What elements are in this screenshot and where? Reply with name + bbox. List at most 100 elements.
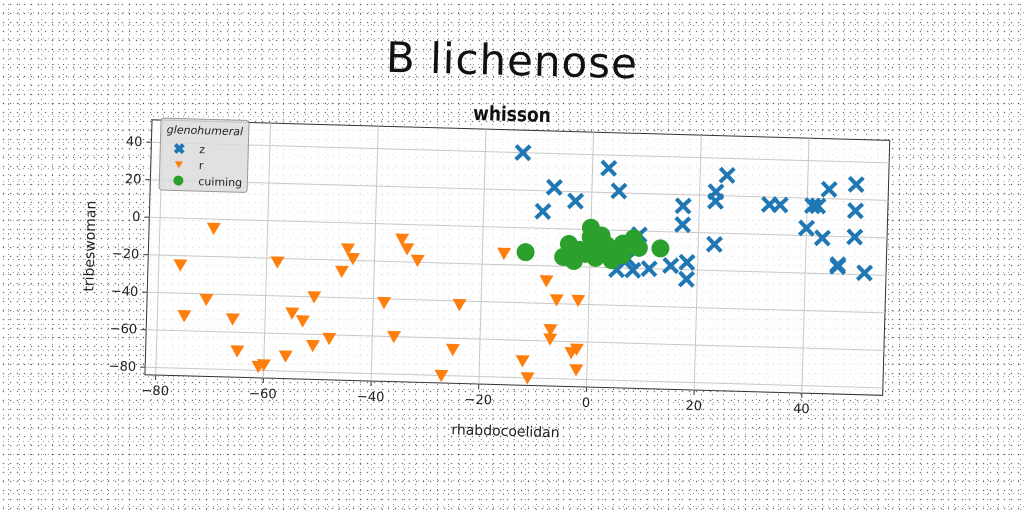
x-axis-label: rhabdocoelidan [451,422,560,441]
y-gridline [147,291,885,314]
data-point-r [543,323,558,337]
legend-label: cuiming [198,175,242,189]
data-point-z [718,166,736,184]
data-point-r [307,291,322,304]
y-tick-label: −20 [112,247,140,263]
data-point-z [771,196,789,214]
y-gridline [149,216,888,239]
x-tick-label: 20 [685,399,702,414]
data-point-z [855,264,874,282]
x-tick-label: −20 [464,393,492,409]
x-gridline [370,126,379,382]
data-point-r [445,343,460,357]
data-point-r [387,330,402,344]
data-point-r [571,294,586,308]
x-tick-label: −60 [249,387,277,403]
data-point-z [600,159,618,177]
y-gridline [148,254,887,276]
plot-area [144,119,891,396]
legend-label: z [199,143,205,156]
data-point-r [520,372,535,385]
data-point-r [278,350,293,363]
data-point-z [545,178,563,196]
data-point-z [674,216,692,234]
data-point-r [295,315,310,328]
x-gridline [262,123,272,379]
y-gridline [150,179,889,201]
x-tick-label: 40 [793,402,810,417]
x-gridline [801,138,810,394]
y-tick-label: 20 [125,172,142,187]
data-point-r [340,243,355,256]
data-point-r [206,222,221,236]
legend-marker-z [173,143,185,155]
y-axis-label: tribeswoman [81,200,100,291]
data-point-r [395,233,410,246]
data-point-z [829,257,847,276]
data-point-r [199,293,214,307]
data-point-z [809,197,827,215]
data-point-r [377,296,392,310]
x-gridline [693,135,702,391]
data-point-z [662,257,680,275]
legend-marker-r [174,161,183,169]
x-tick-label: 0 [582,396,591,411]
data-point-z [803,197,822,215]
data-point-z [820,180,838,198]
legend-label: r [199,159,204,172]
data-point-r [270,256,285,269]
x-gridline [478,129,487,385]
data-point-z [640,260,658,278]
data-point-cuiming [516,243,535,262]
data-point-z [846,202,865,220]
data-point-z [678,253,696,271]
data-point-r [334,265,349,279]
data-point-z [566,192,585,210]
data-point-r [549,294,564,307]
data-point-z [846,228,864,246]
data-point-r [305,339,320,353]
data-point-r [569,343,584,356]
data-point-z [813,229,831,247]
y-gridline [145,366,883,389]
data-point-r [346,252,361,266]
y-tick-label: −80 [108,359,136,375]
data-point-z [610,182,628,200]
data-point-r [230,345,245,358]
data-point-z [674,197,692,215]
legend-marker-cuiming [173,175,184,186]
data-point-z [705,235,723,253]
y-tick-label: 0 [132,210,141,225]
x-tick-label: −80 [141,384,169,400]
data-point-z [514,144,532,162]
data-point-r [322,332,337,346]
y-gridline [146,329,884,351]
data-point-z [847,175,865,194]
data-point-r [434,369,449,383]
y-tick-label: −40 [111,284,139,300]
data-point-r [256,359,271,372]
data-point-r [497,247,512,261]
data-point-z [797,219,816,237]
y-tick-label: −60 [110,322,138,338]
data-point-r [543,333,558,346]
data-point-r [539,275,554,288]
data-point-r [285,307,300,320]
data-point-r [177,309,192,323]
data-point-z [534,202,552,220]
data-point-r [515,355,530,368]
legend-box [158,117,250,193]
data-point-r [569,364,584,377]
data-point-z [677,270,696,288]
legend: glenohumeral zr cuiming [158,117,250,193]
data-point-z [707,192,725,210]
data-point-cuiming [651,239,670,258]
legend-title: glenohumeral [167,123,244,138]
data-point-r [225,313,240,326]
data-point-z [624,261,642,279]
data-point-cuiming [629,238,648,257]
y-tick-label: 40 [126,135,143,150]
data-point-r [452,298,467,312]
x-tick-label: −40 [357,390,385,406]
